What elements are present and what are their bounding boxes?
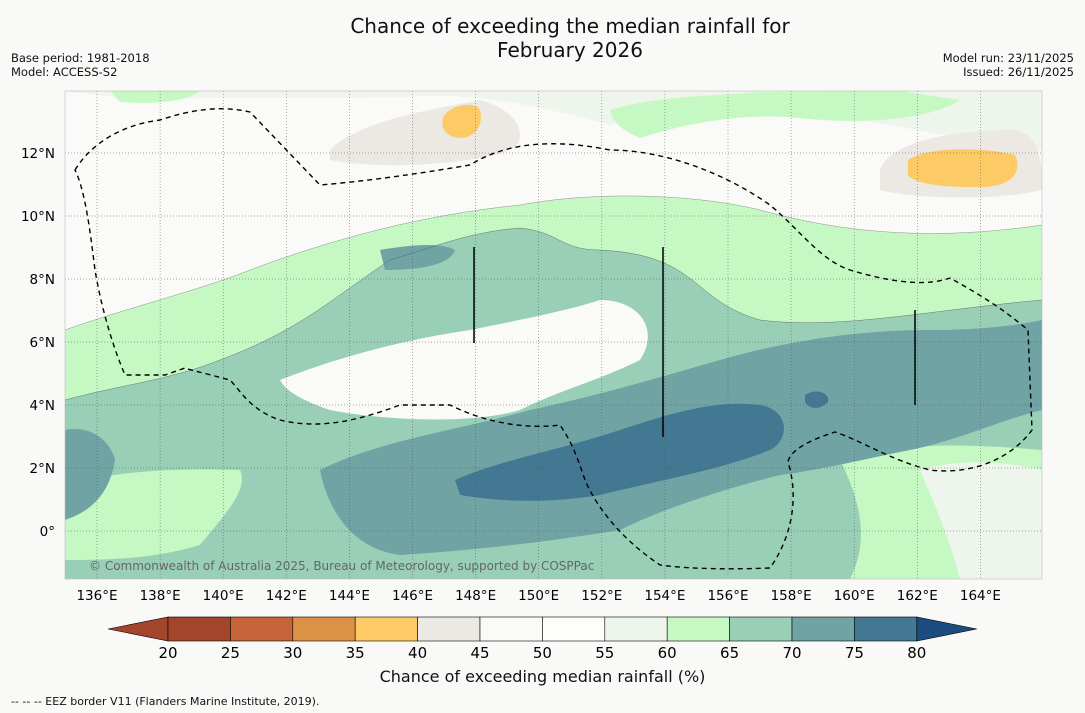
colorbar-tick-label: 65 bbox=[720, 644, 739, 662]
colorbar-segment bbox=[542, 616, 606, 642]
colorbar-tick-label: 75 bbox=[845, 644, 864, 662]
lon-axis-labels: 136°E 138°E 140°E 142°E 144°E 146°E 148°E 150°E… bbox=[76, 588, 1000, 604]
model-run: Model run: 23/11/2025 bbox=[942, 51, 1074, 65]
meta-right: Model run: 23/11/2025 Issued: 26/11/2025 bbox=[943, 51, 1074, 79]
lat-tick-label: 8°N bbox=[30, 272, 55, 288]
lon-tick-label: 140°E bbox=[203, 588, 244, 604]
colorbar-segment bbox=[167, 616, 231, 642]
lon-tick-label: 148°E bbox=[455, 588, 496, 604]
lon-tick-label: 138°E bbox=[140, 588, 181, 604]
colorbar-tick-label: 50 bbox=[533, 644, 552, 662]
colorbar-tick-label: 45 bbox=[470, 644, 489, 662]
field-patch-35-b bbox=[908, 149, 1018, 188]
lat-axis-labels: 12°N 10°N 8°N 6°N 4°N 2°N 0° bbox=[21, 146, 55, 540]
lon-tick-label: 150°E bbox=[518, 588, 559, 604]
colorbar-segment bbox=[854, 616, 918, 642]
colorbar-tick-label: 30 bbox=[283, 644, 302, 662]
lon-tick-label: 136°E bbox=[76, 588, 117, 604]
base-period: Base period: 1981-2018 bbox=[11, 51, 150, 65]
colorbar-tick-label: 70 bbox=[782, 644, 801, 662]
lat-tick-label: 0° bbox=[40, 524, 55, 540]
colorbar-extend-low bbox=[107, 616, 169, 642]
lon-tick-label: 164°E bbox=[960, 588, 1001, 604]
colorbar-segment bbox=[666, 616, 730, 642]
eez-borders bbox=[74, 108, 1033, 570]
colorbar-tick-label: 60 bbox=[658, 644, 677, 662]
field-band-60-ne bbox=[610, 91, 960, 138]
field-band-60-nw bbox=[110, 91, 200, 103]
colorbar-segment bbox=[230, 616, 294, 642]
colorbar-tick-label: 25 bbox=[221, 644, 240, 662]
lat-tick-label: 12°N bbox=[21, 146, 55, 162]
field-patch-35-a bbox=[442, 104, 481, 138]
colorbar-tick-label: 80 bbox=[907, 644, 926, 662]
lon-tick-label: 156°E bbox=[707, 588, 748, 604]
colorbar-tick-label: 20 bbox=[158, 644, 177, 662]
lat-tick-label: 4°N bbox=[30, 398, 55, 414]
colorbar-segment bbox=[604, 616, 668, 642]
colorbar-label: Chance of exceeding median rainfall (%) bbox=[379, 667, 706, 686]
lon-tick-label: 152°E bbox=[581, 588, 622, 604]
lon-tick-label: 154°E bbox=[644, 588, 685, 604]
issued-date: Issued: 26/11/2025 bbox=[963, 65, 1074, 79]
field-patch-60-sw bbox=[65, 469, 242, 560]
map-frame bbox=[64, 90, 1043, 580]
field-patch-75-east bbox=[805, 391, 829, 408]
colorbar-segment bbox=[729, 616, 793, 642]
footnote: -- -- -- EEZ border V11 (Flanders Marine… bbox=[11, 695, 320, 708]
colorbar-tick-label: 55 bbox=[595, 644, 614, 662]
field-patch-70-north bbox=[380, 245, 455, 270]
colorbar-segment bbox=[417, 616, 481, 642]
colorbar-segment bbox=[479, 616, 543, 642]
field-patch-55-se bbox=[920, 462, 1042, 579]
field-patch-45-center bbox=[280, 300, 648, 420]
title-line-1: Chance of exceeding the median rainfall … bbox=[350, 14, 790, 38]
colorbar-extend-high bbox=[916, 616, 977, 642]
lon-tick-label: 160°E bbox=[834, 588, 875, 604]
colorbar-segment bbox=[354, 616, 418, 642]
contour-60 bbox=[65, 195, 1042, 331]
boundary-markers bbox=[473, 247, 916, 437]
lon-tick-label: 158°E bbox=[771, 588, 812, 604]
chart-title: Chance of exceeding the median rainfall … bbox=[0, 14, 1085, 62]
lon-tick-label: 162°E bbox=[897, 588, 938, 604]
lon-tick-label: 142°E bbox=[266, 588, 307, 604]
map-canvas bbox=[65, 91, 1042, 579]
colorbar-tick-label: 40 bbox=[408, 644, 427, 662]
contour-65 bbox=[65, 227, 1042, 401]
meta-left: Base period: 1981-2018 Model: ACCESS-S2 bbox=[11, 51, 150, 79]
model-name: Model: ACCESS-S2 bbox=[11, 65, 118, 79]
title-line-2: February 2026 bbox=[497, 38, 643, 62]
field-band-65 bbox=[65, 228, 1042, 579]
colorbar-segment bbox=[292, 616, 356, 642]
lon-tick-label: 146°E bbox=[392, 588, 433, 604]
lat-tick-label: 10°N bbox=[21, 209, 55, 225]
eez-boundary bbox=[74, 108, 1033, 570]
colorbar-segment bbox=[791, 616, 855, 642]
copyright-text: © Commonwealth of Australia 2025, Bureau… bbox=[89, 559, 594, 573]
colorbar-tick-label: 35 bbox=[346, 644, 365, 662]
lat-tick-label: 6°N bbox=[30, 335, 55, 351]
lon-tick-label: 144°E bbox=[329, 588, 370, 604]
field-band-75 bbox=[455, 403, 784, 501]
field-patch-70-west bbox=[65, 429, 115, 520]
colorbar: 20 25 30 35 40 45 50 55 60 65 70 75 80 bbox=[107, 616, 977, 662]
gridlines bbox=[65, 91, 1042, 579]
lat-tick-label: 2°N bbox=[30, 461, 55, 477]
